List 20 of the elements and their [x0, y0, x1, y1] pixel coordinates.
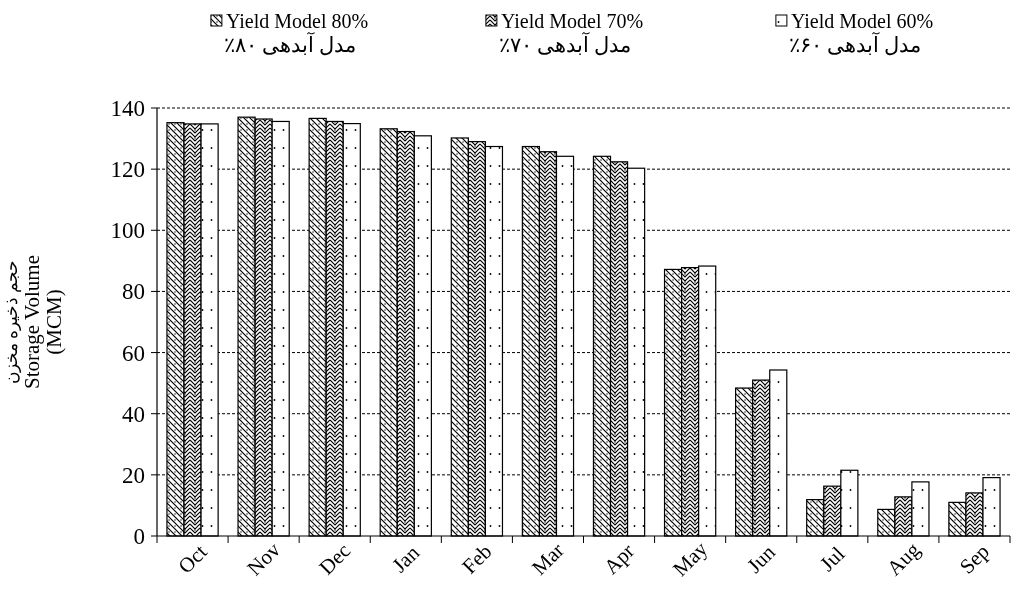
x-tick-label: Jan	[387, 540, 425, 578]
y-tick-label: 60	[122, 340, 145, 366]
x-tick-label: Apr	[599, 538, 640, 580]
x-tick-label: Nov	[242, 537, 286, 581]
x-tick-label: Feb	[457, 539, 497, 579]
y-tick-label: 80	[122, 279, 145, 305]
x-tick-label: Oct	[173, 539, 212, 579]
y-tick-label: 40	[122, 401, 145, 427]
x-tick-label: May	[668, 536, 713, 582]
x-tick-label: Mar	[527, 538, 569, 580]
x-tick-label: Jul	[815, 541, 850, 577]
x-tick-label: Aug	[882, 537, 925, 581]
y-tick-label: 120	[110, 157, 145, 183]
y-tick-label: 100	[110, 218, 145, 244]
y-tick-label: 140	[110, 96, 145, 121]
x-tick-label: Sep	[954, 539, 995, 579]
x-tick-label: Jun	[742, 539, 781, 578]
y-tick-label: 20	[122, 462, 145, 488]
y-tick-label: 0	[133, 524, 145, 549]
x-tick-label: Dec	[314, 538, 356, 580]
